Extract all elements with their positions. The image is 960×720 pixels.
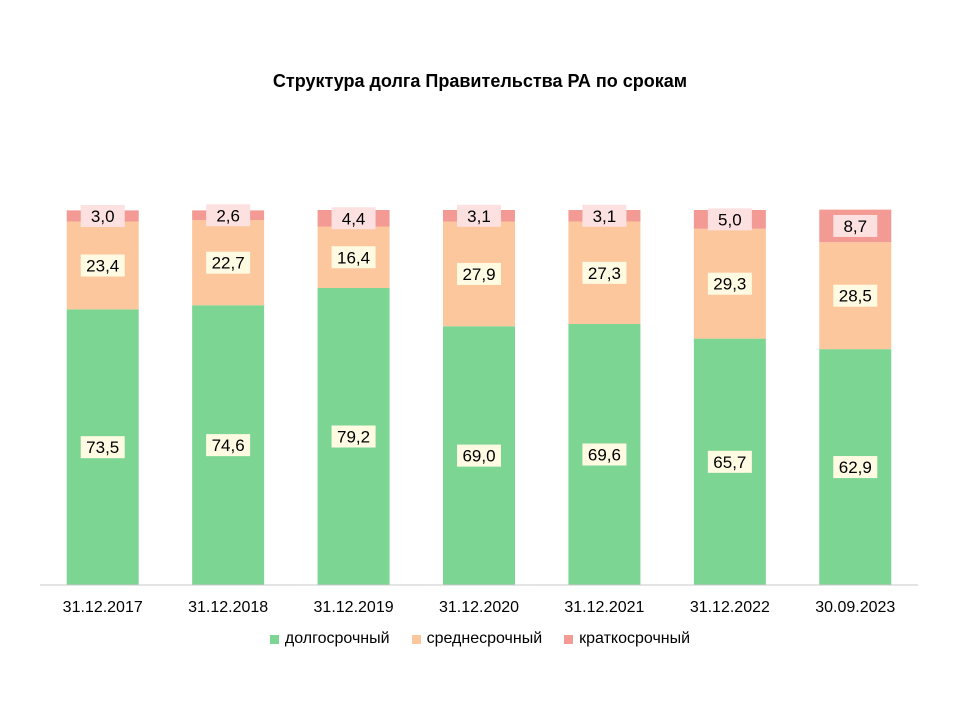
legend-item-medium-term: среднесрочный [411, 630, 543, 648]
data-label-bg-long-term-1 [80, 436, 125, 459]
data-label-bg-medium-term-3 [331, 246, 376, 269]
data-label-short-term-7: 8,7 [843, 217, 867, 236]
legend: долгосрочный среднесрочный краткосрочный [0, 630, 960, 648]
data-label-bg-long-term-5 [582, 443, 627, 466]
data-label-long-term-4: 69,0 [462, 447, 495, 466]
data-label-bg-long-term-7 [833, 456, 878, 479]
legend-item-short-term: краткосрочный [564, 630, 690, 648]
data-label-bg-long-term-3 [331, 425, 376, 448]
data-label-medium-term-1: 23,4 [86, 257, 119, 276]
legend-swatch-long-term [269, 634, 279, 644]
legend-label-long-term: долгосрочный [284, 630, 390, 647]
legend-label-short-term: краткосрочный [579, 630, 691, 647]
data-label-medium-term-2: 22,7 [212, 254, 245, 273]
data-label-medium-term-6: 29,3 [713, 275, 746, 294]
data-label-bg-short-term-2 [206, 204, 251, 227]
legend-label-medium-term: среднесрочный [426, 630, 543, 647]
x-tick-label-3: 31.12.2019 [314, 599, 394, 616]
data-label-bg-medium-term-1 [80, 254, 125, 277]
data-label-short-term-2: 2,6 [216, 206, 240, 225]
data-label-long-term-3: 79,2 [337, 428, 370, 447]
data-label-bg-medium-term-2 [206, 251, 251, 274]
data-label-long-term-5: 69,6 [588, 446, 621, 465]
data-label-bg-long-term-6 [707, 450, 752, 473]
data-label-bg-short-term-1 [80, 205, 125, 227]
data-label-long-term-1: 73,5 [86, 438, 119, 457]
data-label-bg-medium-term-6 [707, 272, 752, 295]
data-label-bg-short-term-7 [833, 214, 878, 237]
chart-title: Структура долга Правительства РА по срок… [272, 71, 688, 91]
data-label-medium-term-4: 27,9 [462, 265, 495, 284]
x-tick-label-1: 31.12.2017 [63, 599, 143, 616]
legend-swatch-short-term [564, 634, 574, 644]
data-label-bg-short-term-3 [331, 207, 376, 230]
data-label-bg-short-term-6 [707, 208, 752, 231]
x-tick-label-6: 31.12.2022 [690, 599, 770, 616]
data-labels-layer: 73,5 23,4 3,0 74,6 22,7 2,6 79,2 16,4 4,4 69,0 27,… [80, 204, 878, 479]
data-label-long-term-7: 62,9 [839, 458, 872, 477]
legend-item-long-term: долгосрочный [269, 630, 390, 648]
data-label-short-term-3: 4,4 [342, 209, 366, 228]
data-label-short-term-6: 5,0 [718, 210, 742, 229]
data-label-bg-long-term-4 [457, 444, 501, 467]
data-label-long-term-6: 65,7 [713, 453, 746, 472]
x-tick-label-7: 30.09.2023 [815, 599, 895, 616]
data-label-bg-medium-term-4 [457, 262, 501, 285]
data-label-medium-term-3: 16,4 [337, 248, 370, 267]
data-label-medium-term-5: 27,3 [588, 264, 621, 283]
data-label-bg-medium-term-7 [833, 284, 878, 307]
legend-swatch-medium-term [411, 634, 421, 644]
data-label-short-term-4: 3,1 [467, 207, 491, 226]
x-tick-label-4: 31.12.2020 [439, 599, 519, 616]
data-label-short-term-5: 3,1 [593, 207, 617, 226]
data-label-short-term-1: 3,0 [91, 207, 115, 226]
data-label-long-term-2: 74,6 [212, 436, 245, 455]
data-label-bg-long-term-2 [206, 434, 251, 457]
x-tick-labels: 31.12.2017 31.12.2018 31.12.2019 31.12.2020… [63, 599, 896, 616]
data-label-medium-term-7: 28,5 [839, 287, 872, 306]
data-label-bg-short-term-4 [457, 204, 501, 227]
data-label-bg-short-term-5 [582, 204, 627, 227]
data-label-bg-medium-term-5 [582, 261, 627, 284]
x-tick-label-2: 31.12.2018 [188, 599, 268, 616]
x-tick-label-5: 31.12.2021 [564, 599, 644, 616]
